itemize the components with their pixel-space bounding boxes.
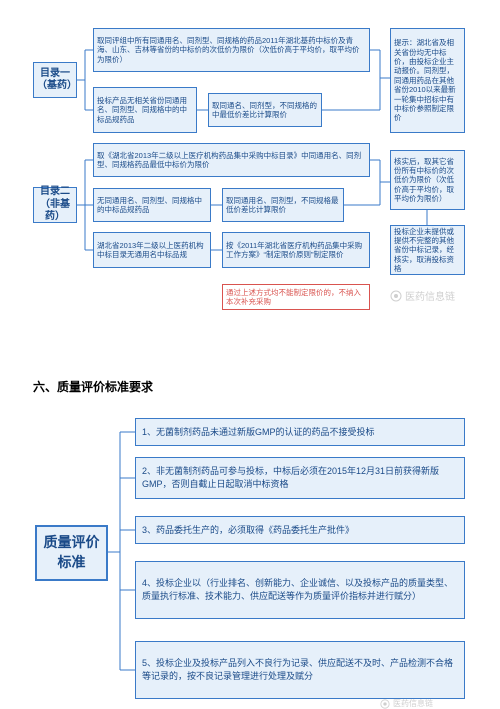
watermark-2: 医药信息链 <box>380 698 433 709</box>
watermark-1: 医药信息链 <box>390 288 455 303</box>
node-right1: 提示：湖北省及相关省份均无中标价，由投标企业主动报价。同剂型，同通用药品在其他省… <box>390 28 465 133</box>
root2-line2: （非基药） <box>37 199 73 224</box>
node-a2: 投标产品无相关省份同通用名、同剂型、同规格中的中标品规药品 <box>93 87 197 133</box>
quality-item-4: 4、投标企业以（行业排名、创新能力、企业诚信、以及投标产品的质量类型、质量执行标… <box>135 561 465 619</box>
root-catalog1: 目录一 （基药） <box>33 62 77 98</box>
quality-root: 质量评价 标准 <box>35 525 108 581</box>
root1-line1: 目录一 <box>40 68 70 81</box>
watermark-text-2: 医药信息链 <box>393 698 433 709</box>
node-right2: 核实后，取其它省份所有中标价的次低价为限价（次低价高于平均价，取平均价为限价） <box>390 150 465 210</box>
watermark-text-1: 医药信息链 <box>405 288 455 303</box>
node-a3: 取同通名、同剂型，不同规格的中最低价差比计算限价 <box>208 93 322 127</box>
node-b2: 无同通用名、同剂型、同规格中的中标品规药品 <box>93 188 211 222</box>
node-b5: 按《2011年湖北省医疗机构药品集中采购工作方案》“制定限价原则”制定限价 <box>222 232 370 268</box>
section-title: 六、质量评价标准要求 <box>33 378 153 395</box>
quality-item-1: 1、无菌制剂药品未通过新版GMP的认证的药品不接受投标 <box>135 418 465 446</box>
node-red-bottom: 通过上述方式均不能制定限价的，不纳入本次补充采购 <box>222 284 370 310</box>
quality-item-5: 5、投标企业及投标产品列入不良行为记录、供应配送不及时、产品检测不合格等记录的，… <box>135 641 465 699</box>
quality-item-2: 2、非无菌制剂药品可参与投标，中标后必须在2015年12月31日前获得新版GMP… <box>135 457 465 499</box>
node-right3: 投标企业未提供或提供不完整的其他省份中标记录，经核实，取消投标资格 <box>390 225 465 275</box>
root2-line1: 目录二 <box>40 186 70 199</box>
root1-line2: （基药） <box>37 80 73 93</box>
root-catalog2: 目录二 （非基药） <box>33 187 77 223</box>
node-a1: 取同评组中所有同通用名、同剂型、同规格的药品2011年湖北基药中标价及青海、山东… <box>93 28 370 72</box>
node-b4: 湖北省2013年二级以上医药机构中标目录无通用名中标品规 <box>93 232 211 268</box>
node-b1: 取《湖北省2013年二级以上医疗机构药品集中采购中标目录》中同通用名、同剂型、同… <box>93 143 370 177</box>
node-b3: 取同通用名、同剂型，不同规格最低价差比计算限价 <box>222 188 344 222</box>
quality-item-3: 3、药品委托生产的，必须取得《药品委托生产批件》 <box>135 516 465 544</box>
